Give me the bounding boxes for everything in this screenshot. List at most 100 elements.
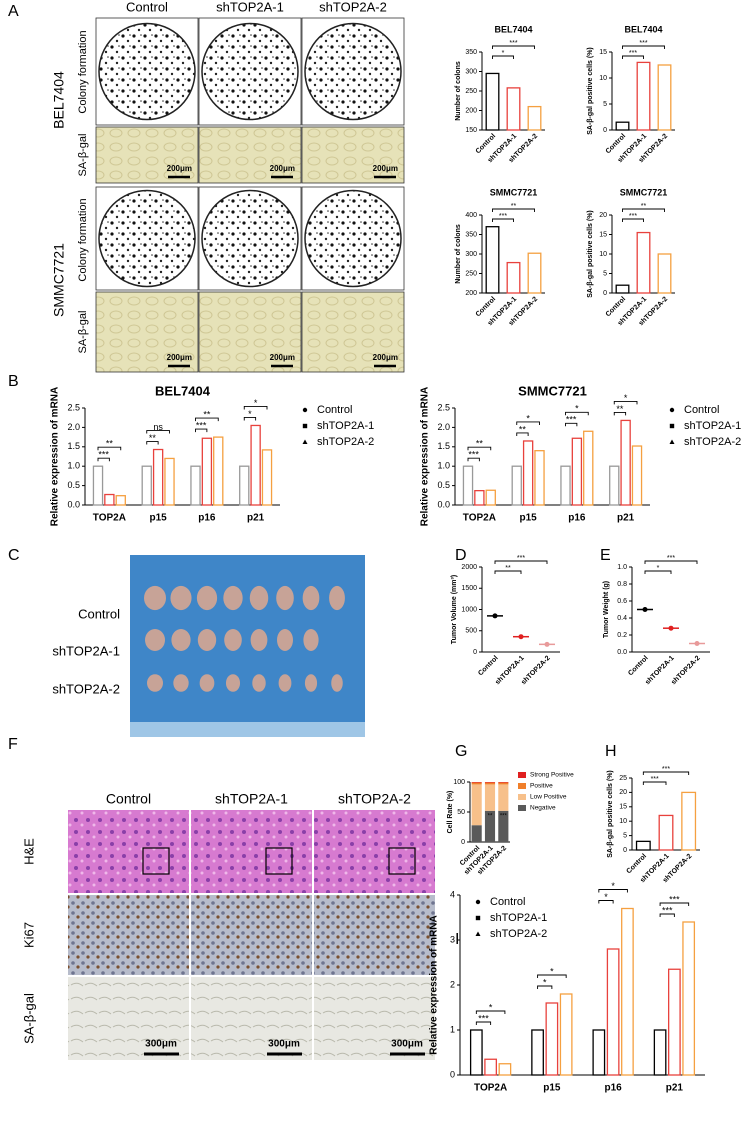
significance-bracket [516,421,540,425]
y-tick-label: 350 [465,49,477,56]
significance-label: ** [203,409,211,419]
significance-bracket [659,902,690,906]
legend-label: Strong Positive [530,772,574,779]
bar [213,436,224,506]
bar-segment [471,782,482,783]
bar [469,1029,483,1076]
column-header: Control [126,0,168,14]
bar-segment [498,782,509,783]
scale-bar-label: 200μm [167,353,192,362]
y-axis-label: Cell Rate (%) [447,791,454,834]
inset-box [388,847,416,875]
bar [474,489,485,506]
legend-marker [475,915,481,921]
y-tick-label: 2.5 [437,402,450,412]
micrograph [68,810,189,893]
significance-label: ** [641,203,647,210]
x-tick-label: p21 [247,513,265,524]
significance-bracket [475,1021,492,1025]
y-tick-label: 0.2 [617,632,627,639]
y-tick-label: 0.4 [617,615,627,622]
panel-letter: H [605,743,617,760]
legend-marker [302,423,308,429]
y-tick-label: 1500 [461,585,477,592]
significance-bracket [195,428,208,433]
chart-title: SMMC7721 [620,187,668,197]
plate [201,189,299,288]
bar [606,948,620,1076]
bar [239,465,250,506]
y-tick-label: 400 [465,212,477,219]
significance-bracket [565,422,578,427]
significance-bracket [622,218,644,222]
y-axis-label: Tumor Volume (mm³) [451,575,458,644]
bar [620,419,631,506]
micrograph [191,810,312,893]
tumor [249,585,269,611]
plate [98,189,196,288]
y-tick-label: 0.5 [67,480,80,490]
y-tick-label: 1.5 [437,441,450,451]
y-axis-label: SA-β-gal positive cells (%) [587,47,594,135]
bar-segment [471,784,482,826]
legend-marker [302,407,308,413]
scale-bar-label: 200μm [167,164,192,173]
significance-label: * [254,398,258,408]
bar [485,489,496,506]
bar [485,226,500,294]
panel-letter: E [600,547,611,564]
bar-segment [498,784,509,811]
tumor [223,585,243,611]
scale-bar-label: 300μm [391,1039,423,1050]
chart-title: BEL7404 [494,24,532,34]
bar [506,87,521,131]
inset-box [142,847,170,875]
legend-label: shTOP2A-2 [317,436,374,448]
tumor [144,585,166,611]
y-tick-label: 4 [450,889,455,899]
bar-segment [484,782,496,783]
micrograph [68,977,189,1060]
x-tick-label: p16 [198,513,216,524]
y-tick-label: 0.6 [617,598,627,605]
y-tick-label: 10 [619,818,627,825]
y-tick-label: 2.0 [437,422,450,432]
row-label: SMMC7721 [51,243,67,317]
y-tick-label: 20 [619,789,627,796]
scale-bar-label: 200μm [373,164,398,173]
y-tick-label: 5 [603,270,607,277]
significance-bracket [516,432,529,436]
mean-dot [642,607,648,612]
y-tick-label: 200 [465,107,477,114]
y-tick-label: 500 [465,628,477,635]
chart-title: SMMC7721 [490,187,538,197]
row-type-label: Colony formation [77,30,89,113]
y-tick-label: 200 [465,290,477,297]
x-tick-label: TOP2A [93,513,126,524]
x-tick-label: p21 [666,1083,684,1094]
significance-bracket [475,1010,506,1014]
significance-label: * [248,409,252,419]
row-label: SA-β-gal [21,993,36,1044]
legend-label: Control [317,404,352,416]
y-tick-label: 300 [465,68,477,75]
panel-letter: D [455,547,467,564]
tumor [197,629,217,651]
x-tick-label: p21 [617,513,635,524]
significance-bracket [659,913,675,917]
y-tick-label: 15 [619,804,627,811]
significance-label: * [550,966,554,976]
y-tick-label: 0.5 [437,480,450,490]
bar [657,253,672,294]
significance-label: ** [519,424,527,434]
tumor [147,674,163,692]
row-label: Control [78,606,120,621]
bar [609,465,620,506]
y-tick-label: 1.0 [67,461,80,471]
legend-label: Negative [530,805,556,812]
micrograph [314,977,435,1060]
bar [534,450,545,506]
micrograph [198,291,302,373]
significance-bracket [492,218,514,222]
